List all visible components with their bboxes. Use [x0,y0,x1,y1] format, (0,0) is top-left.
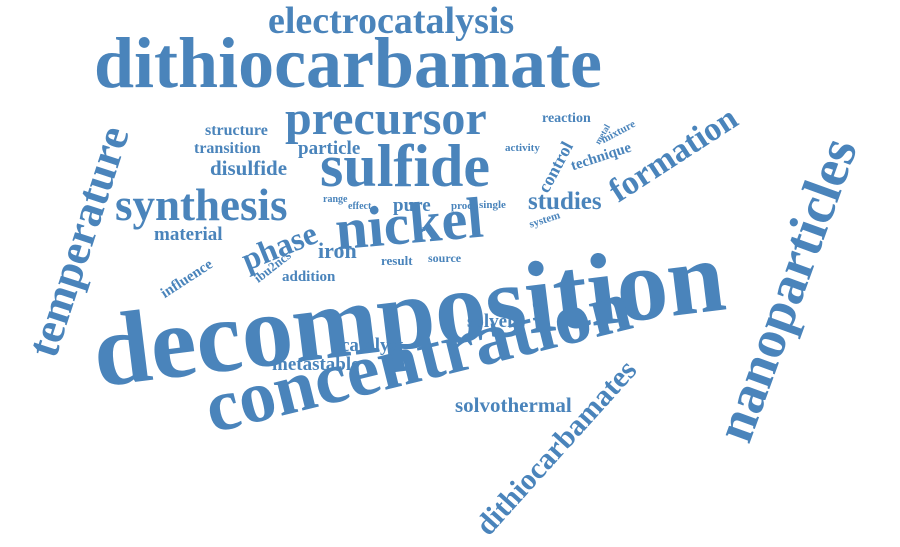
word-metastable: metastable [272,354,360,375]
word-range: range [323,194,348,205]
word-synthesis: synthesis [115,180,288,230]
word-reaction: reaction [542,111,591,126]
word-solvent: solvent [467,311,524,332]
word-nanoparticles: nanoparticles [702,129,869,450]
word-particle: particle [298,138,361,159]
word-single: single [479,199,506,211]
word-pure: pure [393,195,431,216]
word-solvothermal: solvothermal [455,393,572,417]
word-source: source [428,251,462,265]
word-control: control [533,138,577,196]
word-activity: activity [505,142,540,154]
word-transition: transition [194,140,261,157]
word-dithiocarbamates: dithiocarbamates [469,353,644,542]
word-dithiocarbamate: dithiocarbamate [94,23,602,103]
word-case: case [418,224,433,233]
word-studies: studies [528,188,602,215]
word-electrocatalysis: electrocatalysis [268,0,515,42]
word-effect: effect [348,201,372,212]
word-addition: addition [282,269,336,285]
word-structure: structure [205,122,268,139]
word-material: material [154,224,223,245]
word-catalyst: catalyst [341,335,404,356]
word-precursor: precursor [285,92,487,145]
word-sulfide: sulfide [320,133,491,199]
word-result: result [381,253,413,268]
word-iron: iron [318,238,357,263]
word-proc: proc [451,200,473,212]
word-disulfide: disulfide [210,156,288,180]
